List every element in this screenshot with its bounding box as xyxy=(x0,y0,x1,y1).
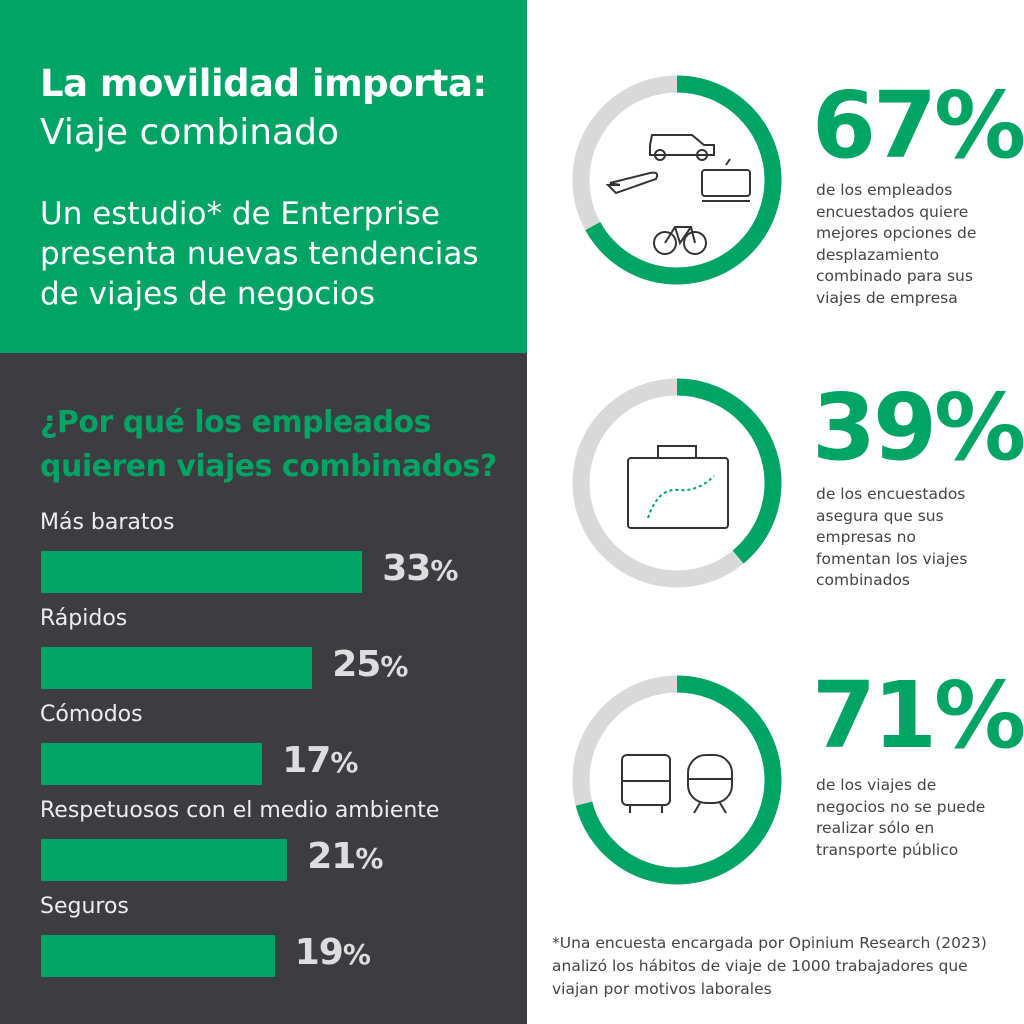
stat-71-value: 71% xyxy=(812,662,1024,769)
bar xyxy=(41,743,263,785)
bar xyxy=(41,839,288,881)
donut-39 xyxy=(572,378,782,588)
donut-71 xyxy=(572,675,782,885)
donut-value-arc xyxy=(572,675,782,885)
bar-category-label: Cómodos xyxy=(40,702,143,727)
stat-39-value: 39% xyxy=(812,374,1024,481)
stat-67-desc: de los empleados encuestados quiere mejo… xyxy=(816,181,977,307)
train-icon xyxy=(687,754,733,814)
subtitle: Un estudio* de Enterprise presenta nueva… xyxy=(40,196,479,312)
header-panel: La movilidad importa: Viaje combinado Un… xyxy=(0,0,527,353)
bar xyxy=(41,551,363,593)
bar-category-label: Rápidos xyxy=(40,606,128,631)
plane-icon xyxy=(605,171,659,195)
bar-category-label: Seguros xyxy=(40,894,129,919)
bar-category-label: Más baratos xyxy=(40,510,175,535)
donut-value-arc xyxy=(572,378,782,588)
bar-value-label: 21% xyxy=(307,836,383,877)
bar-chart-title: ¿Por qué los empleados quieren viajes co… xyxy=(40,405,497,484)
stat-67-value: 67% xyxy=(812,72,1024,179)
bar xyxy=(41,935,275,977)
bar-value-label: 25% xyxy=(332,644,408,685)
bus-icon xyxy=(621,754,671,813)
donut-67 xyxy=(572,75,782,285)
title-bold: La movilidad importa: xyxy=(40,62,487,105)
bar-value-label: 19% xyxy=(294,932,371,973)
bar xyxy=(41,647,313,689)
stat-39-desc: de los encuestados asegura que sus empre… xyxy=(816,485,968,589)
car-icon xyxy=(649,134,715,161)
donut-value-arc xyxy=(572,75,782,285)
bar-category-label: Respetuosos con el medio ambiente xyxy=(40,798,440,823)
bar-value-label: 33% xyxy=(382,548,458,589)
title-light: Viaje combinado xyxy=(40,112,339,153)
bicycle-icon xyxy=(653,226,707,255)
suitcase-route-icon xyxy=(627,445,729,529)
stat-71-desc: de los viajes de negocios no se puede re… xyxy=(816,776,986,859)
bar-chart-panel: ¿Por qué los empleados quieren viajes co… xyxy=(0,353,527,1024)
bar-value-label: 17% xyxy=(282,740,358,781)
tram-icon xyxy=(701,158,751,202)
footnote: *Una encuesta encargada por Opinium Rese… xyxy=(552,934,987,998)
